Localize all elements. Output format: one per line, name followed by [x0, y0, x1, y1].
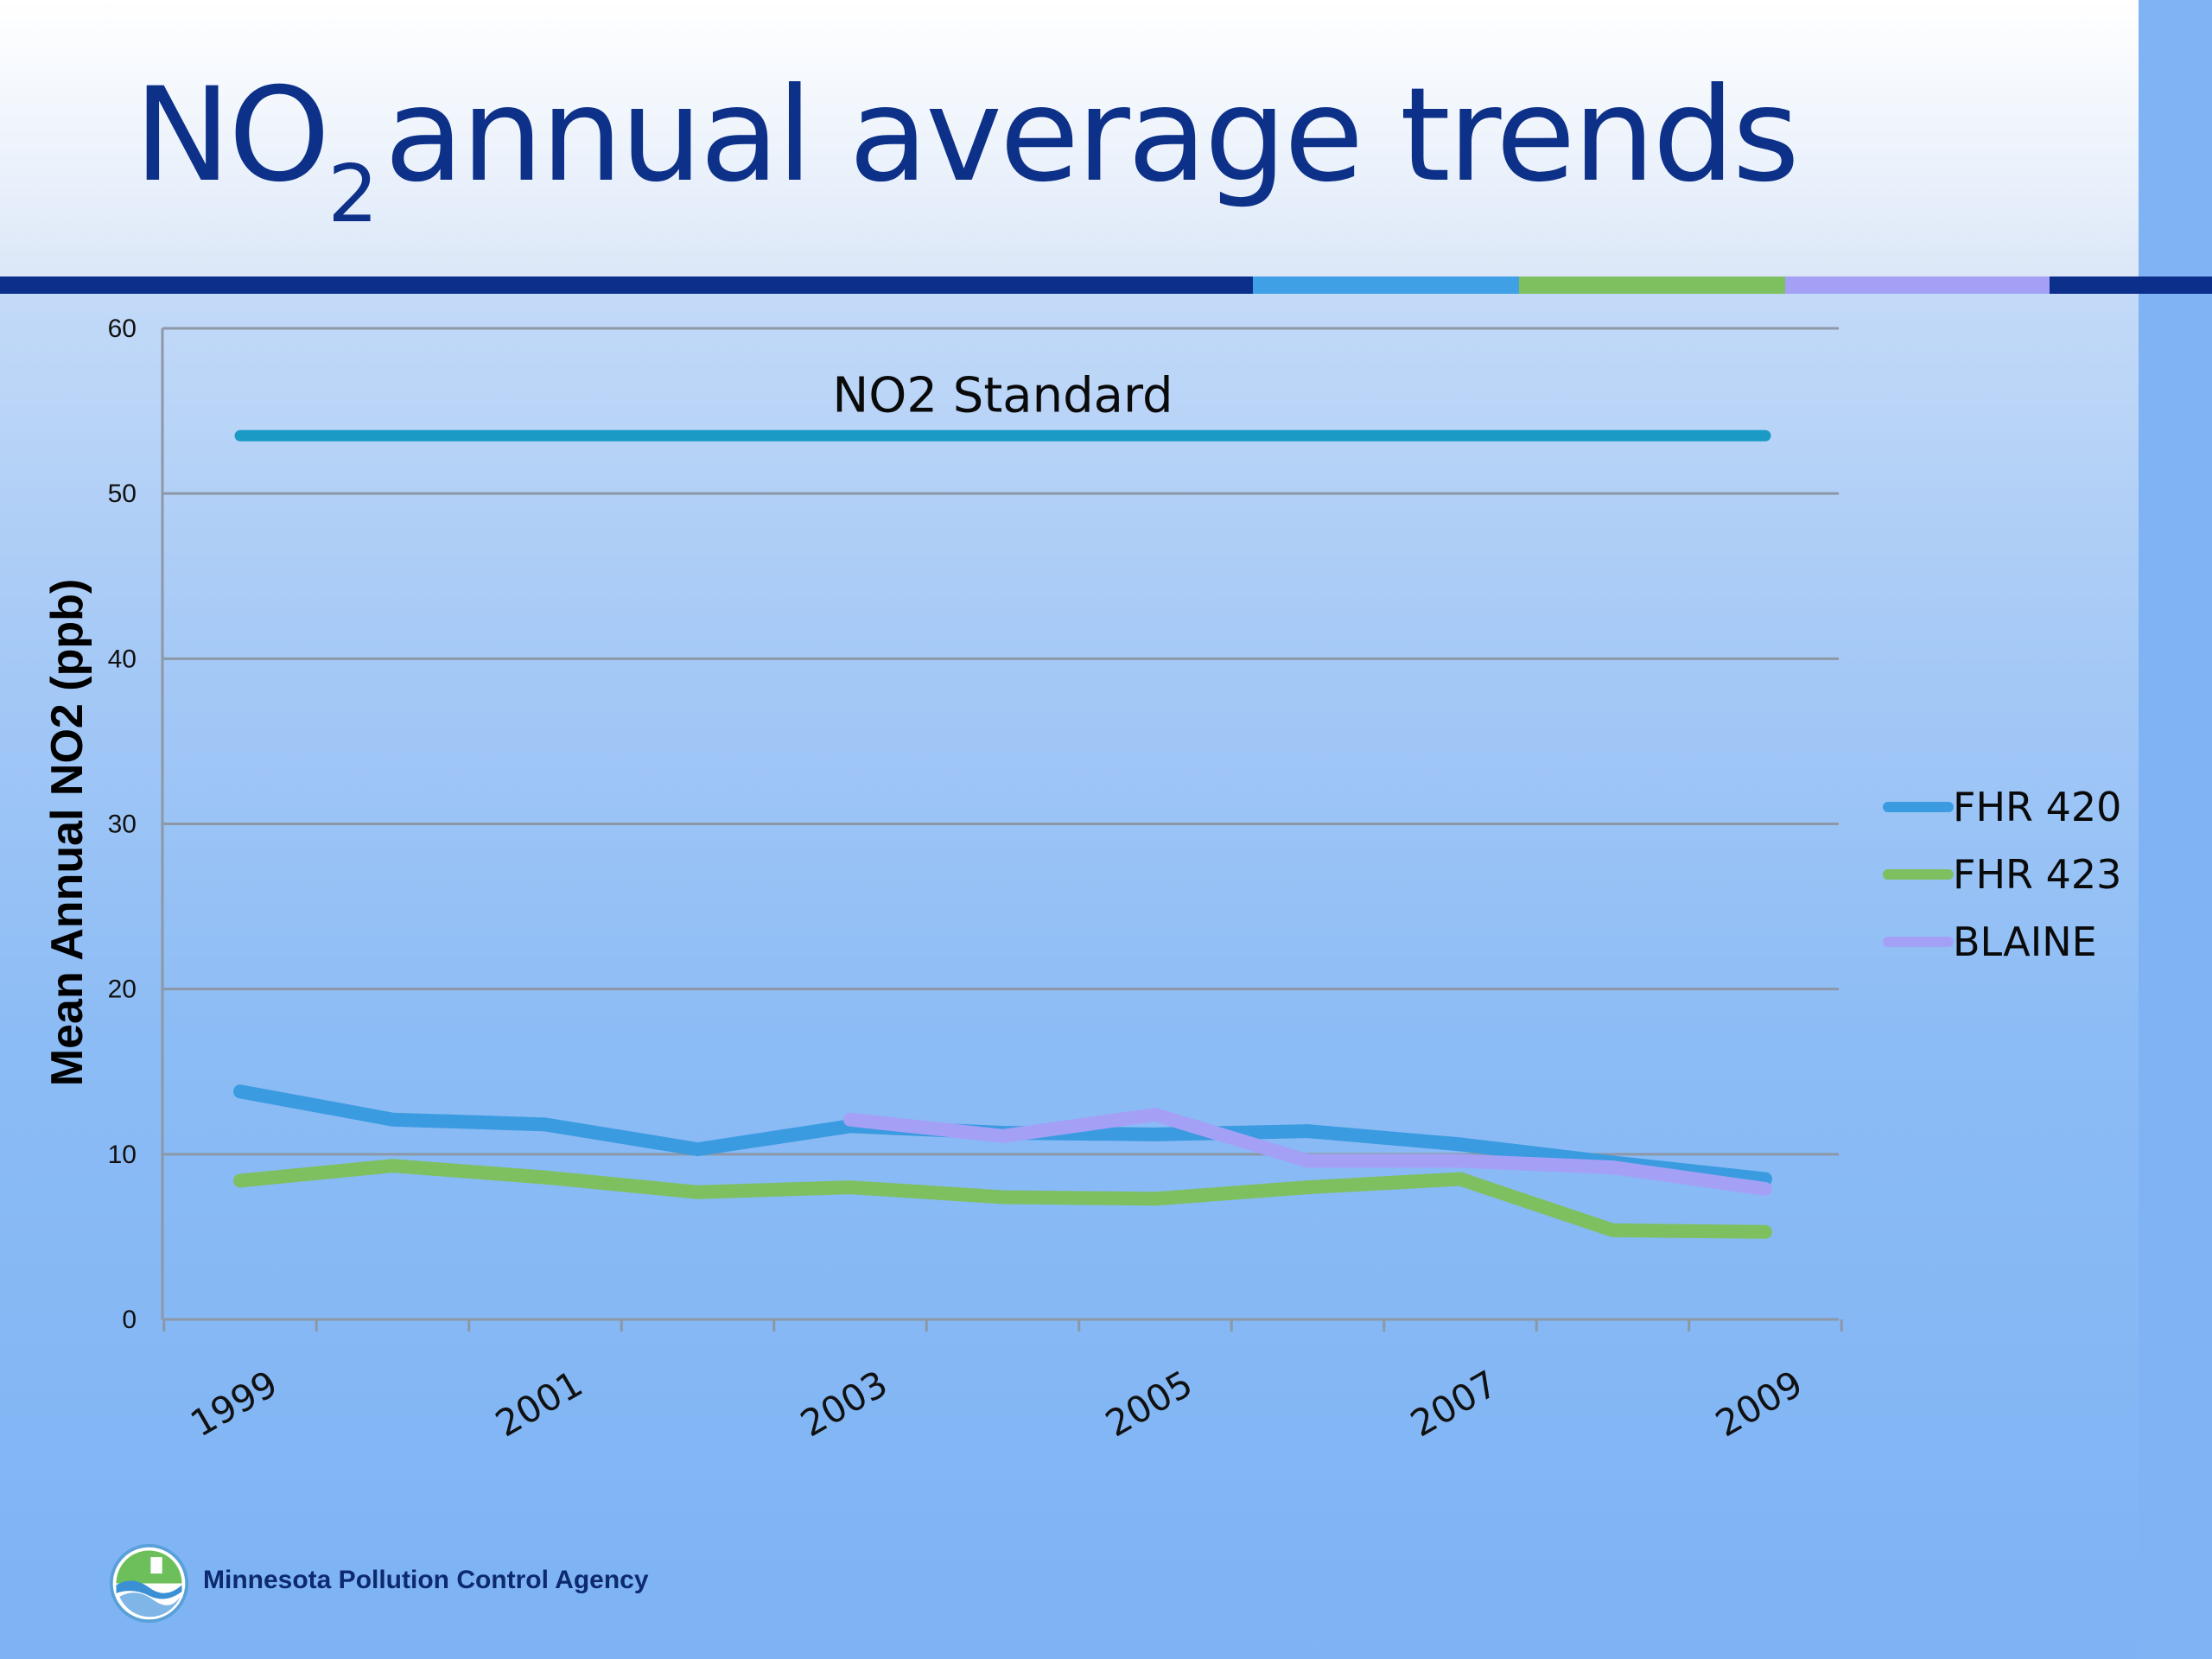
- bar-segment-green: [1519, 276, 1785, 294]
- x-tick-label: 2009: [1708, 1363, 1809, 1446]
- header-background: [0, 0, 2139, 276]
- series-line-blaine: [843, 1108, 1772, 1196]
- y-tick-label: 0: [122, 1306, 137, 1334]
- title-rest: annual average trends: [384, 60, 1800, 211]
- footer-agency-name: Minnesota Pollution Control Agency: [203, 1566, 649, 1594]
- x-tick-label: 2001: [488, 1363, 589, 1446]
- y-axis-title: Mean Annual NO2 (ppb): [42, 579, 92, 1086]
- series-line-fhr-423: [233, 1159, 1772, 1239]
- no2-standard-label: NO2 Standard: [832, 367, 1173, 423]
- title-subscript: 2: [327, 148, 378, 240]
- x-tick-label: 1999: [183, 1363, 284, 1446]
- y-tick-label: 30: [108, 810, 137, 839]
- y-tick-label: 60: [108, 315, 137, 343]
- y-tick-label: 50: [108, 480, 137, 508]
- bar-segment-dark-end: [2050, 276, 2212, 294]
- title-no: NO: [134, 60, 330, 211]
- y-tick-label: 20: [108, 976, 137, 1004]
- bar-segment-dark: [0, 276, 1253, 294]
- legend-label-fhr-423: FHR 423: [1953, 851, 2121, 898]
- legend-label-fhr-420: FHR 420: [1953, 784, 2121, 830]
- x-tick-label: 2003: [793, 1363, 894, 1446]
- agency-logo-icon: [109, 1543, 189, 1624]
- bar-segment-purple: [1785, 276, 2050, 294]
- y-tick-label: 40: [108, 645, 137, 673]
- x-tick-label: 2005: [1098, 1363, 1199, 1446]
- slide-title: NO2annual average trends: [134, 71, 1800, 234]
- bar-segment-blue: [1253, 276, 1519, 294]
- legend-label-blaine: BLAINE: [1953, 918, 2097, 965]
- x-tick-label: 2007: [1403, 1363, 1504, 1446]
- y-tick-label: 10: [108, 1141, 137, 1169]
